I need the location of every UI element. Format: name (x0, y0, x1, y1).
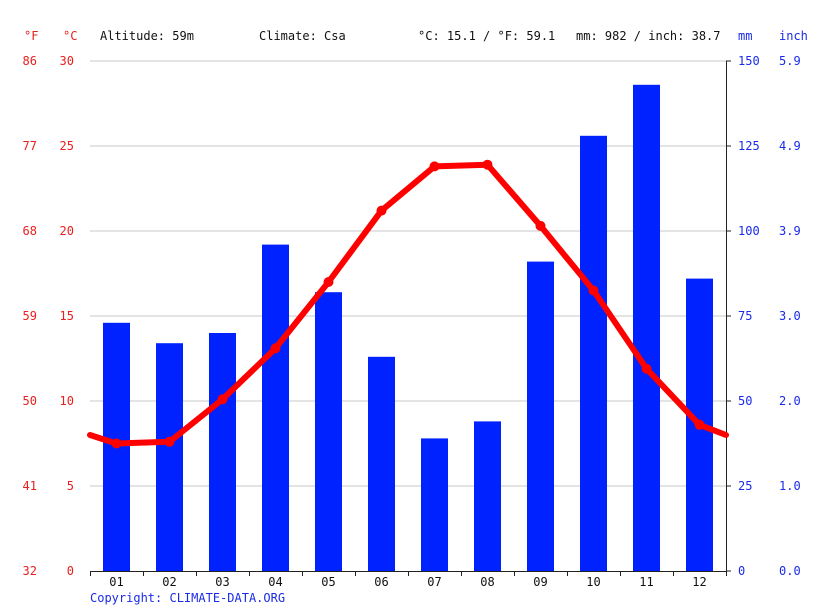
avg-temperature-label: °C: 15.1 / °F: 59.1 (418, 29, 555, 43)
temperature-point (323, 277, 334, 287)
month-tick-label: 08 (480, 575, 494, 589)
temperature-point (694, 419, 705, 430)
month-tick-label: 12 (692, 575, 706, 589)
tick-labels: 32 0 0 0.041 5 25 1.050 10 50 2.059 15 75 3.068 20 100… (23, 54, 801, 589)
inch-tick-label: 3.9 (779, 224, 801, 238)
fahrenheit-tick-label: 68 (23, 224, 37, 238)
month-tick-label: 07 (427, 575, 441, 589)
temperature-point (270, 343, 281, 354)
month-tick-label: 11 (639, 575, 653, 589)
month-tick-label: 03 (215, 575, 229, 589)
copyright-link[interactable]: Copyright: CLIMATE-DATA.ORG (90, 591, 286, 605)
climate-label: Climate: Csa (259, 29, 346, 43)
celsius-tick-label: 5 (67, 479, 74, 493)
celsius-tick-label: 30 (60, 54, 74, 68)
inch-tick-label: 3.0 (779, 309, 801, 323)
precipitation-bar (156, 343, 183, 571)
temperature-point (482, 159, 493, 170)
grid-lines (90, 60, 726, 487)
inch-tick-label: 4.9 (779, 139, 801, 153)
celsius-tick-label: 15 (60, 309, 74, 323)
precipitation-bar (633, 84, 660, 572)
temperature-point (641, 363, 652, 374)
precipitation-bar (527, 261, 554, 571)
unit-mm-label: mm (738, 29, 752, 43)
fahrenheit-tick-label: 32 (23, 564, 37, 578)
inch-tick-label: 0.0 (779, 564, 801, 578)
unit-fahrenheit-label: °F (24, 29, 38, 43)
precipitation-bar (262, 244, 289, 571)
mm-tick-label: 25 (738, 479, 752, 493)
inch-tick-label: 2.0 (779, 394, 801, 408)
temperature-point (111, 438, 122, 449)
precipitation-bar (421, 438, 448, 571)
altitude-label: Altitude: 59m (100, 29, 194, 43)
temperature-point (164, 436, 175, 447)
celsius-tick-label: 25 (60, 139, 74, 153)
mm-tick-label: 0 (738, 564, 745, 578)
mm-tick-label: 125 (738, 139, 760, 153)
temperature-line-path (87, 161, 729, 447)
total-precipitation-label: mm: 982 / inch: 38.7 (576, 29, 721, 43)
celsius-tick-label: 20 (60, 224, 74, 238)
axes (90, 60, 731, 576)
unit-celsius-label: °C (63, 29, 77, 43)
fahrenheit-tick-label: 41 (23, 479, 37, 493)
fahrenheit-tick-label: 86 (23, 54, 37, 68)
precipitation-bar (474, 421, 501, 571)
month-tick-label: 06 (374, 575, 388, 589)
temperature-point (535, 220, 546, 231)
fahrenheit-tick-label: 59 (23, 309, 37, 323)
celsius-tick-label: 10 (60, 394, 74, 408)
inch-tick-label: 1.0 (779, 479, 801, 493)
temperature-point (376, 205, 387, 216)
precipitation-bar (580, 135, 607, 572)
month-tick-label: 01 (109, 575, 123, 589)
celsius-tick-label: 0 (67, 564, 74, 578)
inch-tick-label: 5.9 (779, 54, 801, 68)
precipitation-bar (315, 292, 342, 571)
mm-tick-label: 150 (738, 54, 760, 68)
month-tick-label: 02 (162, 575, 176, 589)
fahrenheit-tick-label: 50 (23, 394, 37, 408)
month-tick-label: 05 (321, 575, 335, 589)
mm-tick-label: 75 (738, 309, 752, 323)
temperature-line (87, 159, 729, 449)
temperature-point (588, 285, 599, 296)
mm-tick-label: 100 (738, 224, 760, 238)
precipitation-bar (368, 356, 395, 571)
temperature-point (217, 394, 228, 405)
temperature-point (429, 161, 440, 172)
month-tick-label: 09 (533, 575, 547, 589)
unit-inch-label: inch (779, 29, 808, 43)
fahrenheit-tick-label: 77 (23, 139, 37, 153)
precipitation-bars (103, 84, 713, 572)
month-tick-label: 04 (268, 575, 282, 589)
month-tick-label: 10 (586, 575, 600, 589)
precipitation-bar (209, 333, 236, 571)
mm-tick-label: 50 (738, 394, 752, 408)
